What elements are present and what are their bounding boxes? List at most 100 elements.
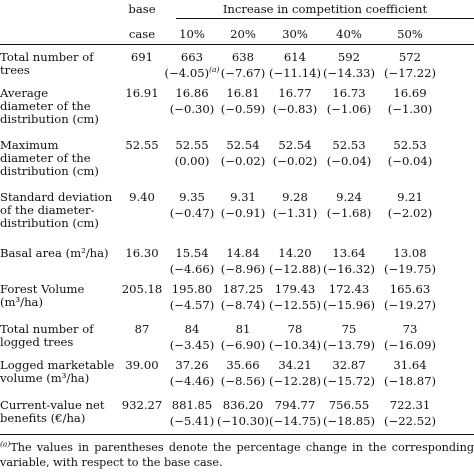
percent-change: (−15.96) xyxy=(318,298,380,313)
scenario-value: 52.54 xyxy=(226,138,260,152)
scenario-value: 881.85 xyxy=(171,398,213,412)
column-header: 20% xyxy=(230,27,256,41)
row-label: logged trees xyxy=(0,335,74,349)
percent-change-text: (−16.09) xyxy=(384,338,436,352)
percent-change-text: (−0.47) xyxy=(169,206,215,220)
percent-change: (−0.04) xyxy=(379,154,441,169)
row-label: trees xyxy=(0,63,30,77)
scenario-value: 794.77 xyxy=(274,398,316,412)
footnote-text-1: The values in parentheses denote the per… xyxy=(10,441,474,454)
row-label: distribution (cm) xyxy=(0,112,99,126)
column-header: 50% xyxy=(397,27,423,41)
scenario-value: 52.54 xyxy=(278,138,312,152)
percent-change-text: (−8.96) xyxy=(220,262,266,276)
percent-change-text: (−0.04) xyxy=(326,154,372,168)
percent-change-text: (−19.75) xyxy=(384,262,436,276)
percent-change-text: (−6.90) xyxy=(220,338,266,352)
scenario-value: 9.21 xyxy=(397,190,423,204)
scenario-value: 32.87 xyxy=(332,358,366,372)
percent-change-text: (−0.02) xyxy=(272,154,318,168)
scenario-value: 84 xyxy=(184,322,200,336)
base-value: 87 xyxy=(134,322,150,336)
percent-change-text: (−18.87) xyxy=(384,374,436,388)
scenario-value: 172.43 xyxy=(328,282,370,296)
percent-change: (−4.57) xyxy=(161,298,223,313)
percent-change-text: (−1.30) xyxy=(387,102,433,116)
scenario-value: 179.43 xyxy=(274,282,316,296)
row-label: Current-value net xyxy=(0,398,105,412)
percent-change: (−8.96) xyxy=(212,262,274,277)
header-group-rule xyxy=(176,18,474,19)
footnote-ref-marker: (a) xyxy=(209,65,220,75)
scenario-value: 34.21 xyxy=(278,358,312,372)
percent-change-text: (−2.02) xyxy=(387,206,433,220)
scenario-value: 13.08 xyxy=(393,246,427,260)
scenario-value: 52.55 xyxy=(175,138,209,152)
percent-change: (−0.02) xyxy=(264,154,326,169)
scenario-value: 15.54 xyxy=(175,246,209,260)
percent-change: (−19.27) xyxy=(379,298,441,313)
row-label: distribution (cm) xyxy=(0,164,99,178)
percent-change-text: (−11.14) xyxy=(269,66,321,80)
scenario-value: 52.53 xyxy=(332,138,366,152)
scenario-value: 78 xyxy=(287,322,303,336)
percent-change: (−0.47) xyxy=(161,206,223,221)
row-label: Forest Volume xyxy=(0,282,85,296)
percent-change: (−17.22) xyxy=(379,66,441,81)
percent-change: (−19.75) xyxy=(379,262,441,277)
percent-change-text: (−10.30) xyxy=(217,414,269,428)
row-label: Logged marketable xyxy=(0,358,115,372)
percent-change: (−8.56) xyxy=(212,374,274,389)
scenario-value: 195.80 xyxy=(171,282,213,296)
scenario-value: 9.31 xyxy=(230,190,256,204)
percent-change-text: (−4.66) xyxy=(169,262,215,276)
scenario-value: 16.77 xyxy=(278,86,312,100)
percent-change-text: (−12.55) xyxy=(269,298,321,312)
percent-change-text: (−22.52) xyxy=(384,414,436,428)
base-value: 39.00 xyxy=(125,358,159,372)
percent-change-text: (−0.04) xyxy=(387,154,433,168)
percent-change-text: (−1.31) xyxy=(272,206,318,220)
scenario-value: 9.35 xyxy=(179,190,205,204)
row-label: benefits (€/ha) xyxy=(0,411,86,425)
percent-change: (−12.28) xyxy=(264,374,326,389)
footnote-marker: (a) xyxy=(0,439,11,449)
percent-change-text: (−1.06) xyxy=(326,102,372,116)
percent-change-text: (−16.32) xyxy=(323,262,375,276)
scenario-value: 836.20 xyxy=(222,398,264,412)
percent-change: (−18.85) xyxy=(318,414,380,429)
column-header: 30% xyxy=(282,27,308,41)
scenario-value: 638 xyxy=(231,50,255,64)
scenario-value: 756.55 xyxy=(328,398,370,412)
scenario-value: 722.31 xyxy=(389,398,431,412)
percent-change-text: (−7.67) xyxy=(220,66,266,80)
percent-change: (−10.30) xyxy=(212,414,274,429)
footnote-line1: (a)The values in parentheses denote the … xyxy=(0,440,474,455)
row-label: Total number of xyxy=(0,50,94,64)
scenario-value: 14.84 xyxy=(226,246,260,260)
percent-change: (−13.79) xyxy=(318,338,380,353)
scenario-value: 16.73 xyxy=(332,86,366,100)
row-label: distribution (cm) xyxy=(0,216,99,230)
percent-change: (0.00) xyxy=(161,154,223,169)
scenario-value: 187.25 xyxy=(222,282,264,296)
scenario-value: 572 xyxy=(398,50,422,64)
percent-change-text: (−15.72) xyxy=(323,374,375,388)
scenario-value: 16.86 xyxy=(175,86,209,100)
percent-change: (−12.88) xyxy=(264,262,326,277)
percent-change: (−14.33) xyxy=(318,66,380,81)
base-value: 932.27 xyxy=(121,398,163,412)
percent-change: (−4.66) xyxy=(161,262,223,277)
header-base-line2: case xyxy=(128,27,156,41)
percent-change-text: (−4.57) xyxy=(169,298,215,312)
percent-change: (−0.83) xyxy=(264,102,326,117)
percent-change-text: (−15.96) xyxy=(323,298,375,312)
percent-change-text: (−3.45) xyxy=(169,338,215,352)
base-value: 205.18 xyxy=(121,282,163,296)
percent-change-text: (−0.59) xyxy=(220,102,266,116)
footnote-line2: variable, with respect to the base case. xyxy=(0,456,223,469)
percent-change-text: (−12.88) xyxy=(269,262,321,276)
percent-change: (−16.32) xyxy=(318,262,380,277)
percent-change: (−14.75) xyxy=(264,414,326,429)
percent-change-text: (−0.30) xyxy=(169,102,215,116)
